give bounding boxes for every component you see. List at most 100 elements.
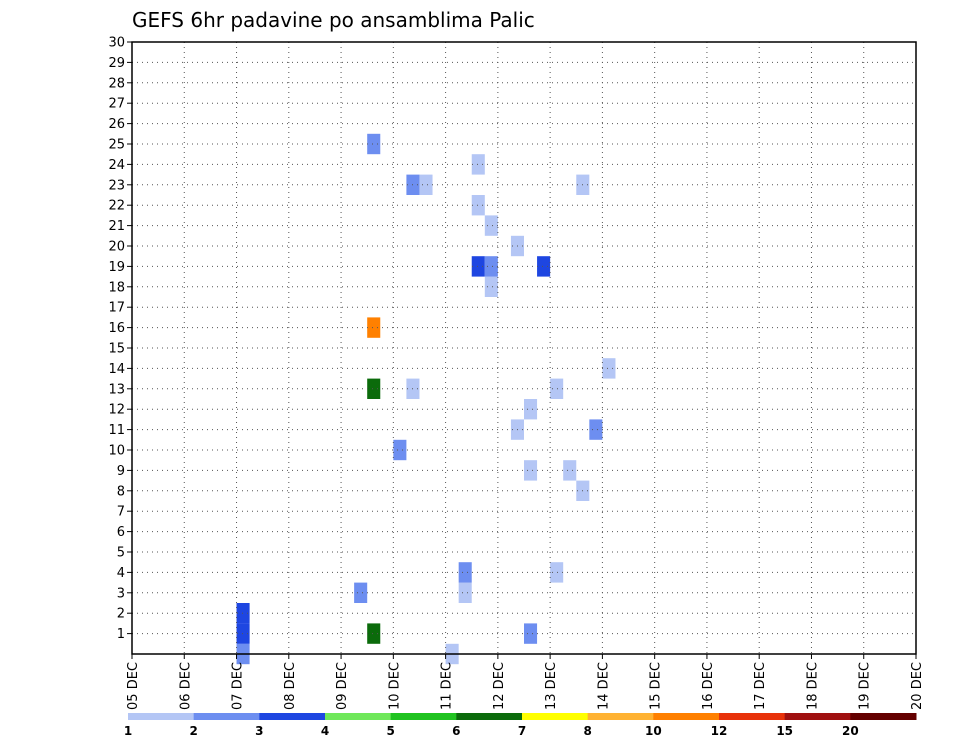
y-tick-label-18: 18 (108, 280, 125, 295)
cell-3 (354, 582, 368, 603)
cell-24 (524, 460, 538, 481)
legend-label-20: 20 (842, 724, 859, 738)
legend-swatch-11 (784, 713, 851, 720)
cell-5 (367, 378, 381, 399)
y-tick-label-20: 20 (108, 240, 125, 255)
x-tick-label-2: 07 DEC (231, 662, 246, 710)
cell-6 (367, 317, 381, 338)
y-tick-label-14: 14 (108, 362, 125, 377)
x-tick-label-8: 13 DEC (544, 662, 559, 710)
x-tick-label-7: 12 DEC (492, 662, 507, 710)
y-tick-label-24: 24 (108, 158, 125, 173)
cell-23 (524, 623, 538, 644)
legend-swatch-8 (587, 713, 654, 720)
plot-frame (131, 41, 917, 655)
y-tick-label-27: 27 (108, 97, 125, 112)
x-tick-label-9: 14 DEC (596, 662, 611, 710)
cell-20 (484, 215, 498, 236)
cell-15 (471, 256, 485, 277)
cell-17 (471, 154, 485, 175)
legend-swatch-10 (719, 713, 786, 720)
y-tick-label-6: 6 (117, 525, 125, 540)
x-tick-label-5: 10 DEC (387, 662, 402, 710)
x-tick-label-6: 11 DEC (440, 662, 455, 710)
cell-26 (537, 256, 551, 277)
x-tick-label-14: 19 DEC (858, 662, 873, 710)
y-tick-label-5: 5 (117, 546, 125, 561)
x-tick-label-3: 08 DEC (283, 662, 298, 710)
color-legend: 1 2 3 4 5 6 7 8 10 12 15 20 (124, 713, 917, 738)
legend-swatch-1 (128, 713, 195, 720)
cell-13 (458, 582, 472, 603)
x-tick-label-1: 06 DEC (178, 662, 193, 710)
cell-8 (393, 439, 407, 461)
legend-label-12: 12 (711, 724, 728, 738)
y-tick-label-26: 26 (108, 117, 125, 132)
y-tick-label-28: 28 (108, 76, 125, 91)
grid-lines (132, 42, 916, 654)
y-tick-label-11: 11 (108, 423, 125, 438)
legend-label-5: 5 (386, 724, 394, 738)
cell-19 (484, 256, 498, 277)
y-tick-label-17: 17 (108, 301, 125, 316)
legend-swatch-2 (193, 713, 260, 720)
legend-label-7: 7 (518, 724, 526, 738)
y-tick-label-23: 23 (108, 178, 125, 193)
cell-14 (458, 562, 472, 583)
y-tick-label-15: 15 (108, 342, 125, 357)
y-tick-label-10: 10 (108, 444, 125, 459)
legend-swatch-7 (522, 713, 589, 720)
x-tick-label-11: 16 DEC (701, 662, 716, 710)
cell-29 (563, 460, 577, 481)
cell-27 (550, 562, 564, 583)
legend-label-4: 4 (321, 724, 329, 738)
cell-2 (236, 603, 250, 624)
ensemble-cells (236, 133, 616, 665)
cell-18 (484, 276, 498, 297)
y-tick-label-13: 13 (108, 382, 125, 397)
y-tick-label-22: 22 (108, 199, 125, 214)
legend-swatch-5 (390, 713, 457, 720)
x-tick-label-12: 17 DEC (753, 662, 768, 710)
y-tick-label-16: 16 (108, 321, 125, 336)
cell-4 (367, 623, 381, 644)
legend-swatch-3 (259, 713, 326, 720)
legend-swatch-12 (850, 713, 917, 720)
cell-33 (602, 358, 616, 379)
x-tick-label-10: 15 DEC (649, 662, 664, 710)
y-tick-label-12: 12 (108, 403, 125, 418)
cell-16 (471, 195, 485, 216)
legend-label-3: 3 (255, 724, 263, 738)
x-tick-label-13: 18 DEC (805, 662, 820, 710)
cell-28 (550, 378, 564, 399)
y-tick-label-4: 4 (117, 566, 125, 581)
legend-label-2: 2 (189, 724, 197, 738)
y-axis: 1234567891011121314151617181920212223242… (108, 36, 132, 642)
y-tick-label-1: 1 (117, 627, 125, 642)
x-tick-label-15: 20 DEC (910, 662, 925, 710)
legend-label-1: 1 (124, 724, 132, 738)
y-tick-label-7: 7 (117, 505, 125, 520)
legend-label-6: 6 (452, 724, 460, 738)
x-tick-label-0: 05 DEC (126, 662, 141, 710)
cell-32 (589, 419, 603, 440)
legend-label-10: 10 (645, 724, 662, 738)
y-tick-label-9: 9 (117, 464, 125, 479)
y-tick-label-19: 19 (108, 260, 125, 275)
cell-11 (419, 174, 433, 195)
y-tick-label-25: 25 (108, 138, 125, 153)
legend-label-8: 8 (583, 724, 591, 738)
cell-7 (367, 133, 381, 155)
y-tick-label-30: 30 (108, 36, 125, 51)
y-tick-label-21: 21 (108, 219, 125, 234)
x-axis: 05 DEC 06 DEC 07 DEC 08 DEC 09 DEC 10 DEC 11 D… (126, 654, 925, 710)
legend-swatch-9 (653, 713, 720, 720)
x-tick-label-4: 09 DEC (335, 662, 350, 710)
cell-1 (236, 623, 250, 644)
y-tick-label-29: 29 (108, 56, 125, 71)
cell-25 (524, 399, 538, 420)
y-tick-label-2: 2 (117, 607, 125, 622)
y-tick-label-3: 3 (117, 586, 125, 601)
legend-swatch-6 (456, 713, 523, 720)
